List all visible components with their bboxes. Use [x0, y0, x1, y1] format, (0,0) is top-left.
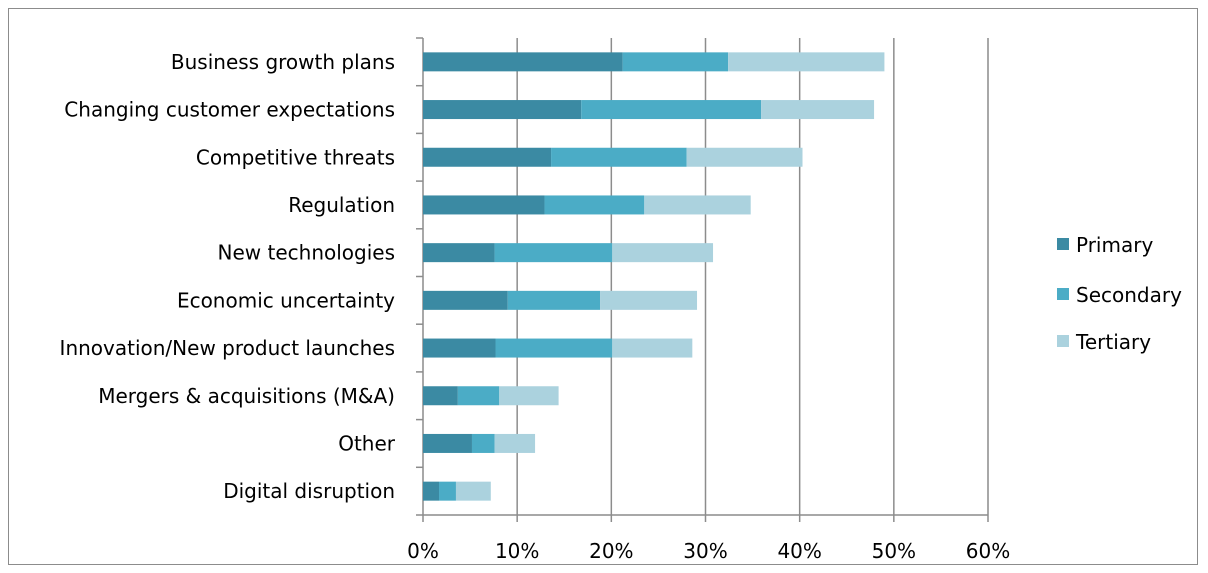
category-label: Changing customer expectations	[64, 98, 395, 122]
category-label: Digital disruption	[223, 479, 395, 503]
legend-label-primary: Primary	[1076, 233, 1153, 257]
bar-primary	[423, 100, 582, 120]
x-tick-label: 20%	[589, 539, 633, 563]
category-label: Business growth plans	[171, 50, 395, 74]
bar-secondary	[457, 386, 500, 406]
category-label: Regulation	[288, 193, 395, 217]
bar-tertiary	[600, 290, 698, 310]
category-label: Mergers & acquisitions (M&A)	[98, 384, 395, 408]
x-tick-label: 30%	[683, 539, 727, 563]
bar-primary	[423, 52, 623, 72]
bar-secondary	[494, 243, 613, 263]
x-tick-label: 50%	[872, 539, 916, 563]
bar-secondary	[507, 290, 601, 310]
legend-label-secondary: Secondary	[1076, 283, 1182, 307]
bar-secondary	[495, 338, 613, 358]
bar-primary	[423, 147, 552, 167]
x-tick-label: 0%	[407, 539, 439, 563]
x-tick-label: 10%	[495, 539, 539, 563]
bar-tertiary	[761, 100, 875, 120]
category-label: Economic uncertainty	[177, 288, 395, 312]
bar-primary	[423, 481, 440, 501]
bar-primary	[423, 243, 495, 263]
category-label: Other	[338, 431, 396, 455]
bar-secondary	[544, 195, 645, 215]
bar-tertiary	[612, 338, 693, 358]
bar-tertiary	[612, 243, 714, 263]
bar-tertiary	[455, 481, 491, 501]
legend-swatch-tertiary	[1057, 335, 1069, 347]
bar-primary	[423, 290, 508, 310]
bar-primary	[423, 195, 545, 215]
bar-secondary	[581, 100, 762, 120]
bar-tertiary	[494, 433, 536, 453]
category-label: New technologies	[218, 241, 395, 265]
bar-secondary	[471, 433, 495, 453]
x-tick-label: 60%	[966, 539, 1010, 563]
x-tick-label: 40%	[777, 539, 821, 563]
bar-primary	[423, 386, 458, 406]
category-label: Competitive threats	[196, 145, 395, 169]
bar-tertiary	[644, 195, 751, 215]
bar-secondary	[551, 147, 687, 167]
category-label: Innovation/New product launches	[60, 336, 395, 360]
legend-label-tertiary: Tertiary	[1075, 330, 1151, 354]
bar-tertiary	[499, 386, 559, 406]
bar-primary	[423, 338, 496, 358]
bar-primary	[423, 433, 472, 453]
bar-secondary	[439, 481, 456, 501]
bar-tertiary	[728, 52, 885, 72]
bar-tertiary	[686, 147, 803, 167]
bar-secondary	[622, 52, 729, 72]
legend-swatch-primary	[1057, 238, 1069, 250]
legend-swatch-secondary	[1057, 288, 1069, 300]
